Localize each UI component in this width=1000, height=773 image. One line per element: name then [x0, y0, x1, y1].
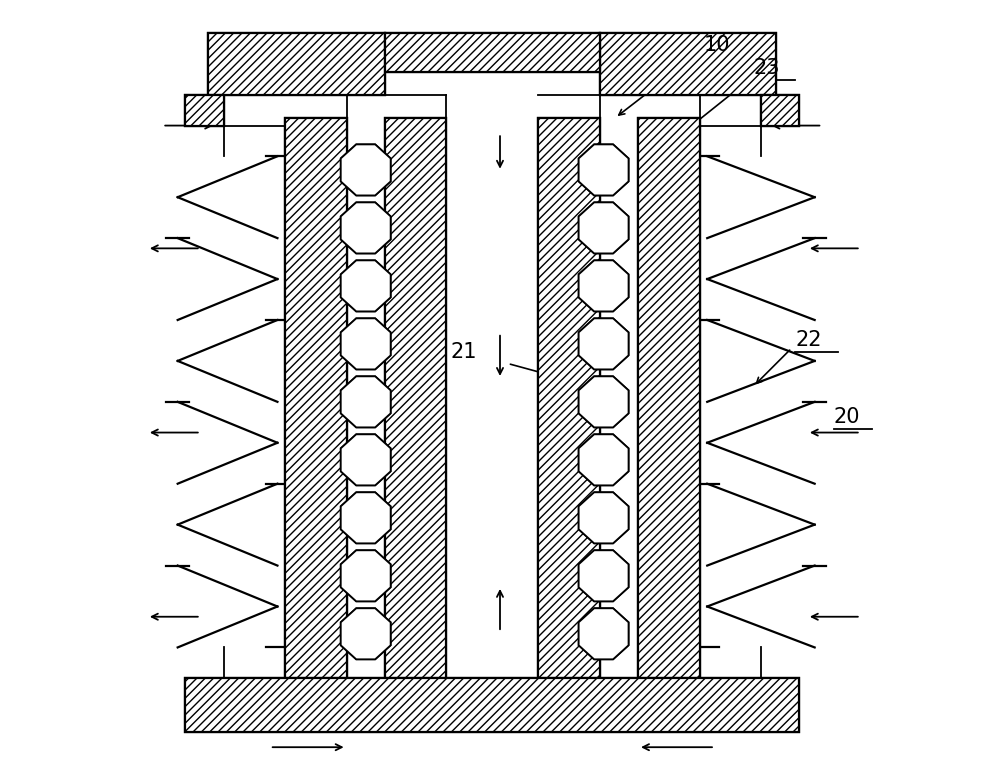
Bar [347, 118, 538, 678]
Polygon shape [579, 608, 629, 659]
Polygon shape [341, 608, 391, 659]
Polygon shape [341, 376, 391, 427]
Text: 22: 22 [795, 330, 822, 350]
Polygon shape [341, 145, 391, 196]
Polygon shape [579, 550, 629, 601]
Text: 20: 20 [834, 407, 860, 427]
Polygon shape [579, 492, 629, 543]
Polygon shape [341, 203, 391, 254]
Text: 21: 21 [450, 342, 477, 362]
Polygon shape [341, 203, 391, 254]
Polygon shape [341, 376, 391, 427]
Polygon shape [579, 318, 629, 369]
Polygon shape [341, 434, 391, 485]
Polygon shape [341, 261, 391, 312]
Polygon shape [579, 203, 629, 254]
Polygon shape [341, 492, 391, 543]
Polygon shape [579, 434, 629, 485]
Bar [761, 95, 799, 125]
Bar [600, 33, 776, 95]
Bar [185, 95, 224, 125]
Polygon shape [341, 608, 391, 659]
Polygon shape [579, 492, 629, 543]
Polygon shape [341, 145, 391, 196]
Bar [538, 118, 600, 678]
Bar [538, 118, 600, 678]
Bar [208, 33, 385, 95]
Bar [385, 118, 446, 678]
Bar [385, 33, 600, 72]
Polygon shape [341, 261, 391, 312]
Bar [638, 118, 700, 678]
Text: 23: 23 [753, 58, 780, 78]
Polygon shape [341, 318, 391, 369]
Polygon shape [579, 434, 629, 485]
Bar [600, 118, 638, 678]
Text: 10: 10 [703, 35, 730, 55]
Polygon shape [579, 203, 629, 254]
Bar [385, 33, 600, 72]
Polygon shape [579, 261, 629, 312]
Polygon shape [579, 608, 629, 659]
Bar [600, 33, 776, 95]
Bar [347, 118, 385, 678]
Polygon shape [579, 261, 629, 312]
Polygon shape [579, 376, 629, 427]
Bar [638, 118, 700, 678]
Bar [285, 118, 347, 678]
Polygon shape [341, 492, 391, 543]
Polygon shape [341, 434, 391, 485]
Polygon shape [579, 376, 629, 427]
Polygon shape [579, 550, 629, 601]
Bar [208, 33, 385, 95]
Polygon shape [341, 550, 391, 601]
Bar [185, 95, 224, 125]
Bar [385, 118, 446, 678]
Bar [285, 118, 347, 678]
Polygon shape [579, 318, 629, 369]
Polygon shape [341, 318, 391, 369]
Polygon shape [341, 550, 391, 601]
Bar [446, 118, 538, 678]
Polygon shape [579, 145, 629, 196]
Polygon shape [579, 145, 629, 196]
Bar [185, 678, 799, 732]
Bar [761, 95, 799, 125]
Bar [185, 678, 799, 732]
